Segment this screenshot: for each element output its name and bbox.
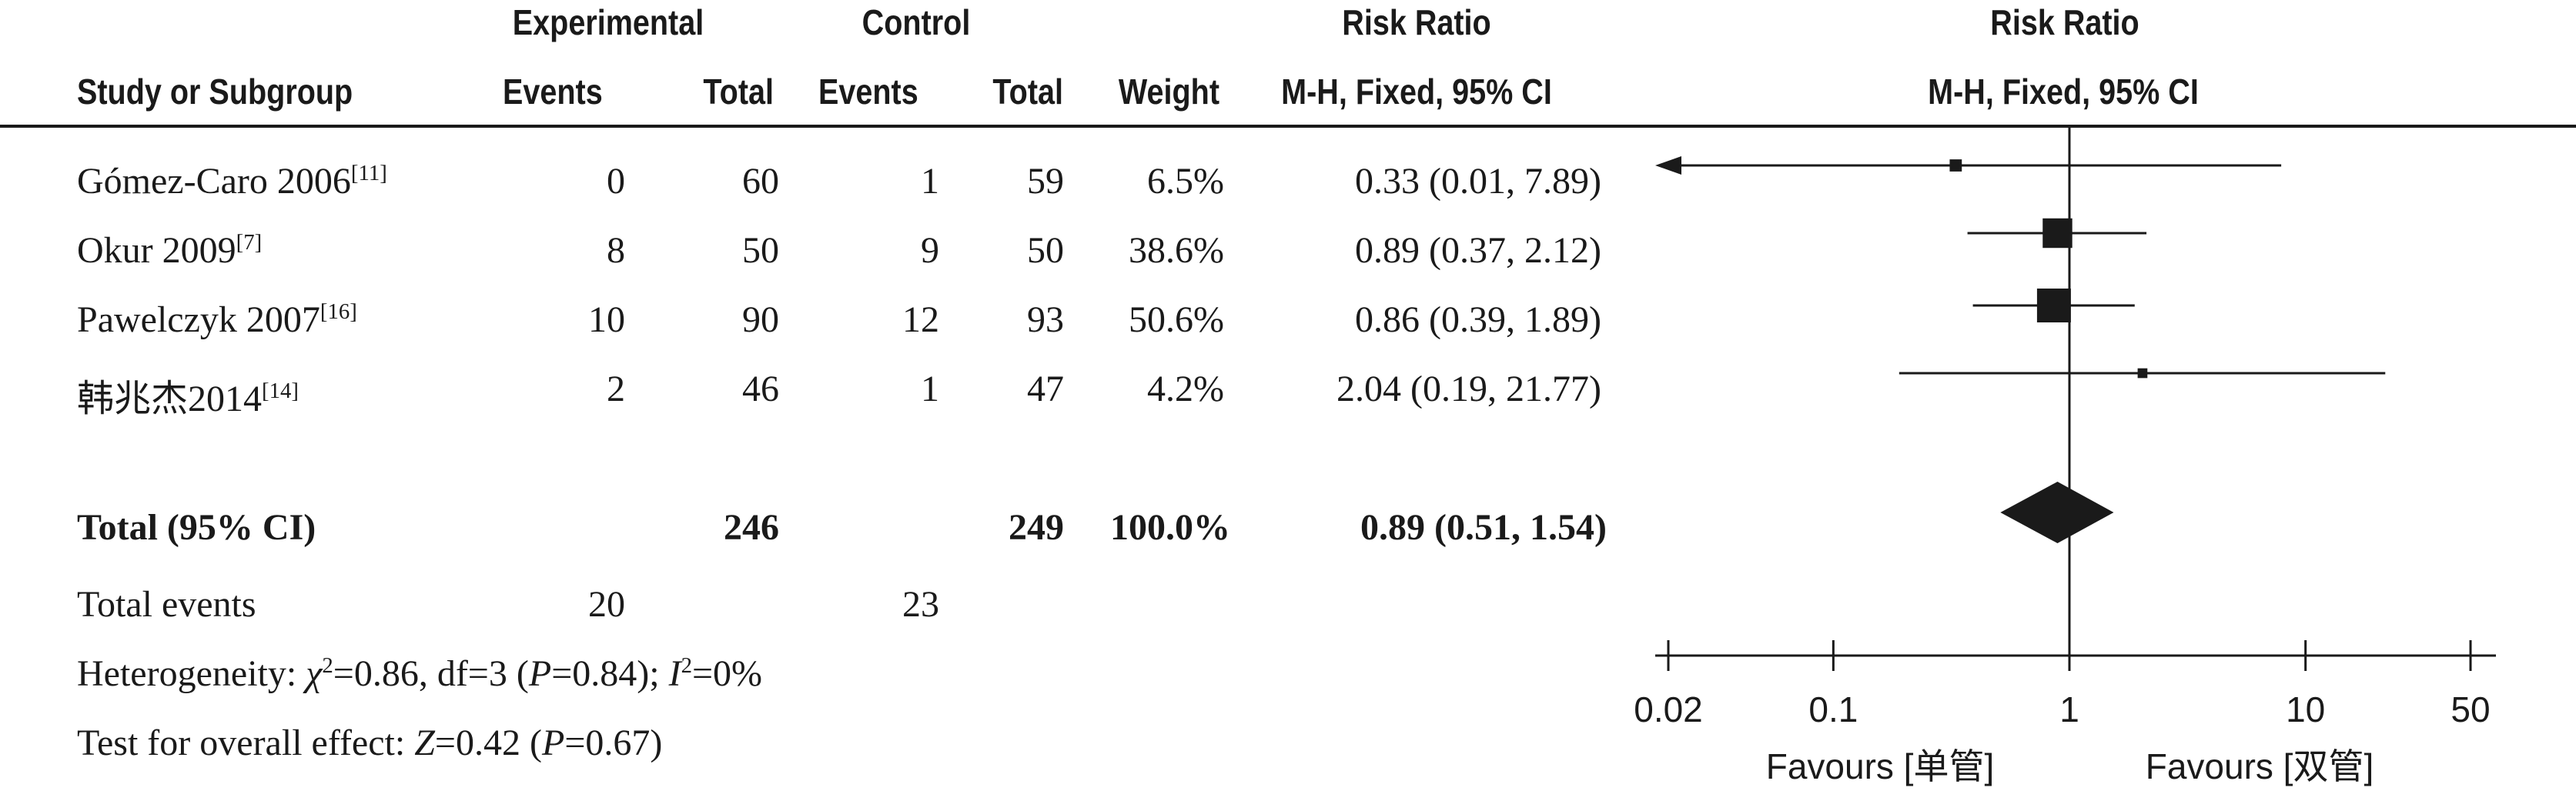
exp-events-value: 0 (607, 161, 625, 202)
exp-total-value: 90 (742, 299, 779, 340)
ctl-events-column-header: Events (818, 72, 918, 112)
weight-value: 4.2% (1147, 369, 1224, 409)
total-exp-total: 246 (724, 507, 779, 548)
ci-value: 0.86 (0.39, 1.89) (1355, 299, 1601, 340)
weight-value: 38.6% (1129, 230, 1224, 271)
plot-method-header: M-H, Fixed, 95% CI (1928, 72, 2199, 112)
weight-column-header: Weight (1118, 72, 1219, 112)
study-name: 韩兆杰2014[14] (77, 379, 299, 419)
pooled-diamond (2000, 482, 2114, 543)
x-tick-label: 10 (2286, 689, 2325, 729)
ci-value: 2.04 (0.19, 21.77) (1337, 369, 1601, 409)
exp-events-column-header: Events (503, 72, 603, 112)
overall-effect-statistic: Test for overall effect: Z=0.42 (P=0.67) (77, 723, 663, 763)
total-events-ctl: 23 (902, 584, 939, 625)
ctl-events-value: 1 (921, 369, 939, 409)
study-reference: [16] (319, 299, 357, 324)
study-reference: [7] (236, 230, 263, 255)
ctl-events-value: 1 (921, 161, 939, 202)
ctl-events-value: 12 (902, 299, 939, 340)
x-tick-label: 1 (2059, 689, 2079, 729)
exp-events-value: 8 (607, 230, 625, 271)
control-group-header: Control (861, 2, 971, 42)
total-label: Total (95% CI) (77, 507, 316, 548)
heterogeneity-statistic: Heterogeneity: χ2=0.86, df=3 (P=0.84); I… (77, 653, 763, 694)
x-tick-label: 50 (2451, 689, 2490, 729)
ctl-total-value: 50 (1027, 230, 1064, 271)
ctl-total-value: 59 (1027, 161, 1064, 202)
study-reference: [14] (262, 379, 299, 403)
x-tick-label: 0.02 (1634, 689, 1703, 729)
study-name: Okur 2009[7] (77, 230, 263, 271)
effect-square (2137, 368, 2148, 379)
risk-ratio-table-header: Risk Ratio (1342, 2, 1491, 42)
ctl-events-value: 9 (921, 230, 939, 271)
weight-value: 6.5% (1147, 161, 1224, 202)
exp-total-value: 46 (742, 369, 779, 409)
weight-value: 50.6% (1129, 299, 1224, 340)
exp-events-value: 2 (607, 369, 625, 409)
study-name: Pawelczyk 2007[16] (77, 299, 357, 340)
study-name: Gómez-Caro 2006[11] (77, 161, 387, 202)
x-tick-label: 0.1 (1808, 689, 1858, 729)
ci-value: 0.89 (0.37, 2.12) (1355, 230, 1601, 271)
risk-ratio-plot-header: Risk Ratio (1990, 2, 2139, 42)
study-column-header: Study or Subgroup (77, 72, 353, 112)
favours-left-label: Favours [单管] (1766, 746, 1995, 786)
ci-value: 0.33 (0.01, 7.89) (1355, 161, 1601, 202)
ctl-total-column-header: Total (992, 72, 1063, 112)
ctl-total-value: 47 (1027, 369, 1064, 409)
experimental-group-header: Experimental (512, 2, 704, 42)
exp-total-value: 60 (742, 161, 779, 202)
ci-column-header: M-H, Fixed, 95% CI (1281, 72, 1552, 112)
effect-square (1949, 159, 1962, 172)
ctl-total-value: 93 (1027, 299, 1064, 340)
total-ctl-total: 249 (1009, 507, 1064, 548)
exp-total-column-header: Total (703, 72, 774, 112)
effect-square (2042, 218, 2073, 249)
favours-right-label: Favours [双管] (2146, 746, 2374, 786)
total-events-exp: 20 (588, 584, 625, 625)
effect-square (2036, 289, 2071, 322)
exp-total-value: 50 (742, 230, 779, 271)
total-weight: 100.0% (1110, 507, 1230, 548)
exp-events-value: 10 (588, 299, 625, 340)
total-ci: 0.89 (0.51, 1.54) (1360, 507, 1607, 548)
header-rule (0, 125, 2576, 128)
total-events-label: Total events (77, 584, 256, 625)
study-reference: [11] (350, 161, 387, 185)
ci-arrowhead (1655, 156, 1681, 175)
